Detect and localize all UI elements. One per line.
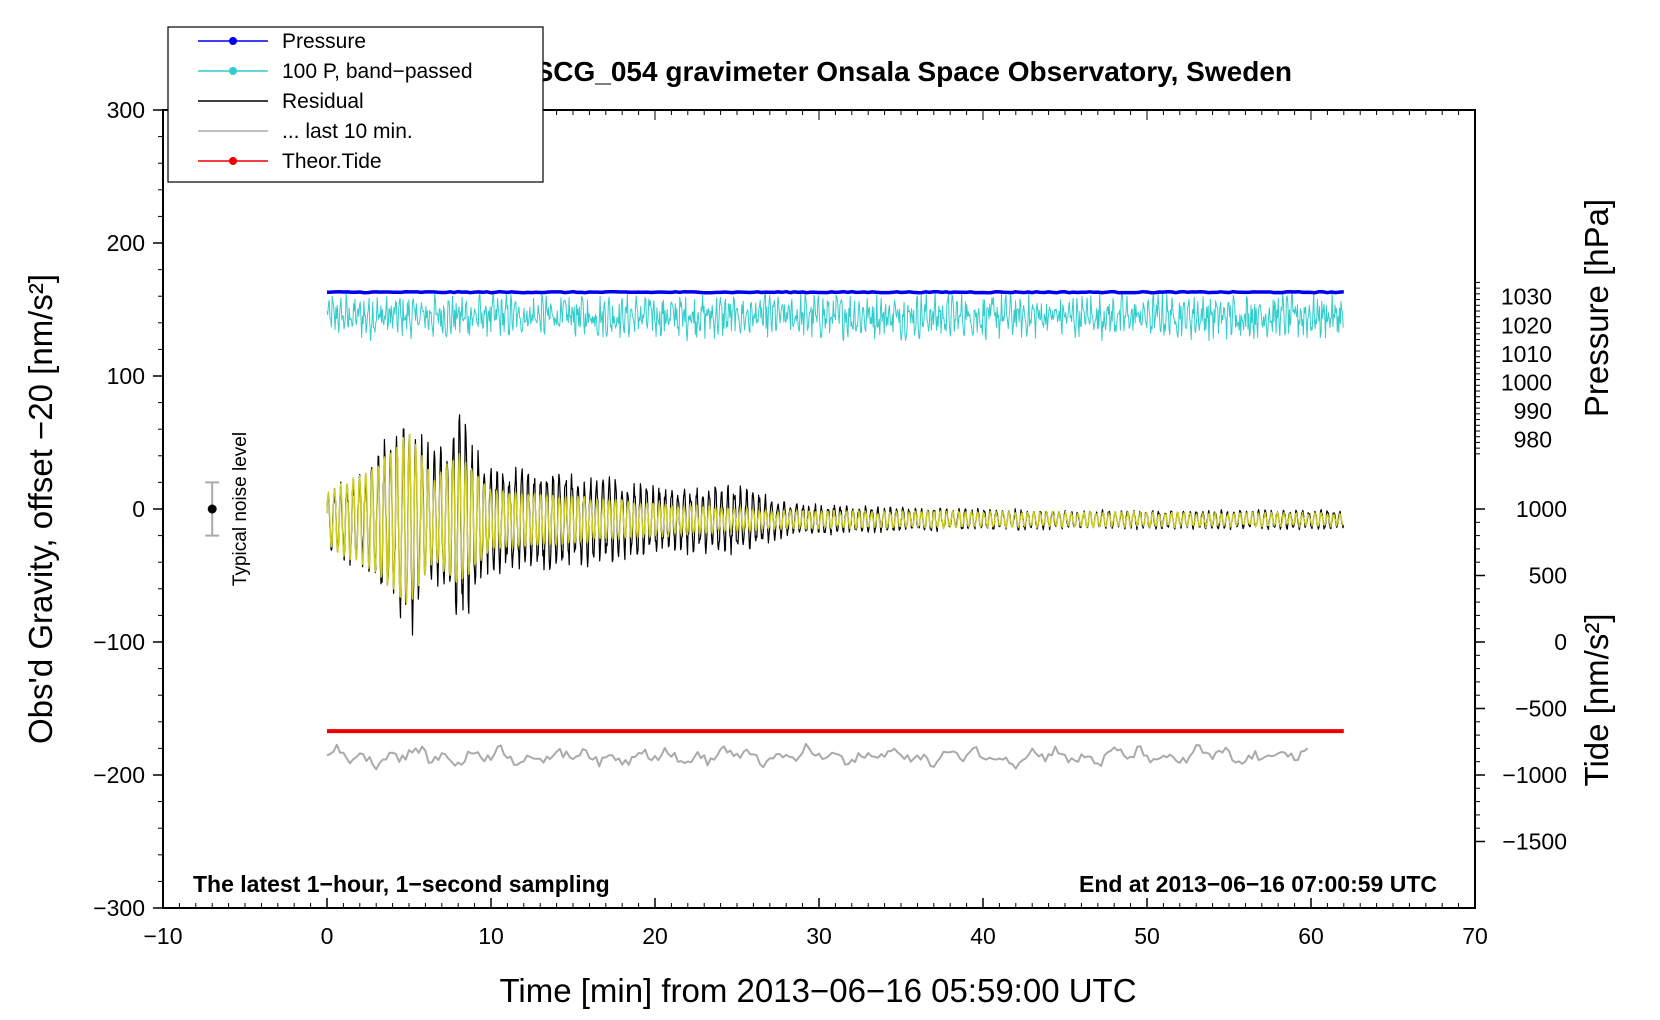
legend: Pressure 100 P, band−passed Residual ... la… [167, 26, 544, 183]
x-tick-label: 0 [321, 923, 334, 949]
x-tick-label: 60 [1298, 923, 1324, 949]
y-tick-label: 100 [107, 363, 145, 389]
y-axis-title: Obs'd Gravity, offset −20 [nm/s²] [22, 274, 59, 744]
pressure-tick-label: 1010 [1501, 341, 1552, 367]
x-tick-label: 30 [806, 923, 832, 949]
tide-tick-label: 500 [1529, 563, 1567, 589]
y-tick-label: −200 [93, 762, 145, 788]
x-tick-label: 10 [478, 923, 504, 949]
legend-marker [229, 67, 237, 75]
y-tick-label: −300 [93, 895, 145, 921]
legend-label: 100 P, band−passed [282, 60, 473, 83]
series-bandpassed-gravity [326, 433, 1345, 604]
pressure-axis-title: Pressure [hPa] [1578, 199, 1615, 417]
noise-level-indicator [205, 481, 220, 537]
pressure-tick-label: 990 [1514, 398, 1552, 424]
pressure-tick-label: 980 [1514, 427, 1552, 453]
tide-tick-label: −1500 [1502, 829, 1567, 855]
x-axis-title: Time [min] from 2013−06−16 05:59:00 UTC [499, 972, 1136, 1009]
series-pressure [326, 289, 1344, 295]
tide-axis-title: Tide [nm/s²] [1578, 614, 1615, 787]
tide-tick-label: −500 [1515, 696, 1567, 722]
legend-label: Residual [282, 90, 364, 113]
legend-label: ... last 10 min. [282, 120, 413, 143]
chart-title: SCG_054 gravimeter Onsala Space Observat… [535, 56, 1292, 87]
legend-marker [229, 157, 237, 165]
legend-label: Theor.Tide [282, 150, 382, 173]
y-tick-label: 200 [107, 230, 145, 256]
x-tick-label: 40 [970, 923, 996, 949]
annotation-sampling: The latest 1−hour, 1−second sampling [193, 871, 610, 897]
x-tick-label: 70 [1462, 923, 1488, 949]
y-tick-label: 300 [107, 97, 145, 123]
annotation-end-time: End at 2013−06−16 07:00:59 UTC [1079, 871, 1437, 897]
pressure-tick-label: 1020 [1501, 312, 1552, 338]
tide-tick-label: −1000 [1502, 762, 1567, 788]
x-tick-label: −10 [143, 923, 182, 949]
y-tick-label: 0 [132, 496, 145, 522]
noise-level-label: Typical noise level [230, 432, 251, 586]
legend-box [167, 26, 544, 183]
legend-marker [229, 37, 237, 45]
legend-label: Pressure [282, 30, 366, 53]
x-tick-label: 50 [1134, 923, 1160, 949]
tide-tick-label: 0 [1554, 629, 1567, 655]
noise-bar-point [207, 504, 217, 514]
series-last-10-min [326, 742, 1309, 771]
x-tick-label: 20 [642, 923, 668, 949]
pressure-tick-label: 1030 [1501, 284, 1552, 310]
tide-tick-label: 1000 [1516, 496, 1567, 522]
series-bandpassed-pressure [326, 290, 1344, 342]
pressure-tick-label: 1000 [1501, 369, 1552, 395]
plot-content [326, 289, 1345, 771]
y-tick-label: −100 [93, 629, 145, 655]
